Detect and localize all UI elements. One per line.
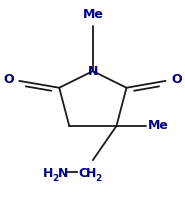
Text: O: O — [171, 73, 182, 86]
Text: 2: 2 — [95, 174, 101, 183]
Text: H: H — [86, 167, 96, 180]
Text: C: C — [78, 167, 88, 180]
Text: Me: Me — [83, 8, 103, 21]
Text: O: O — [3, 73, 14, 86]
Text: N: N — [88, 65, 98, 78]
Text: Me: Me — [148, 119, 169, 132]
Text: N: N — [58, 167, 68, 180]
Text: H: H — [43, 167, 53, 180]
Text: 2: 2 — [53, 174, 59, 183]
